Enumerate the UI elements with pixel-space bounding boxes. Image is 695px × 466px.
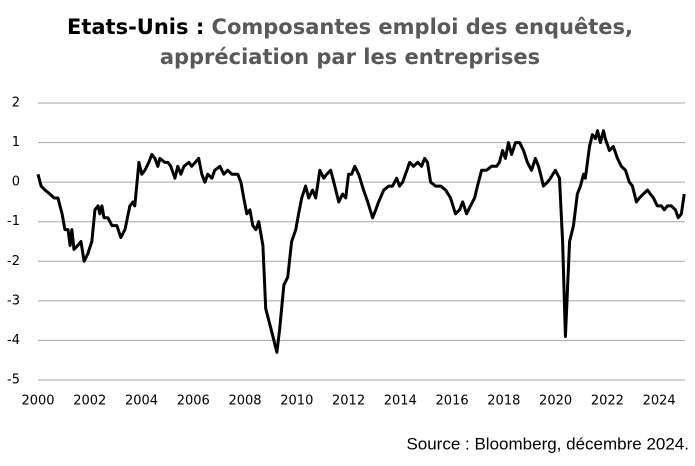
x-tick-label: 2002 — [73, 394, 106, 409]
x-tick-label: 2004 — [125, 394, 158, 409]
y-tick-label: 1 — [12, 135, 20, 150]
x-tick-label: 2022 — [591, 394, 624, 409]
x-tick-label: 2014 — [384, 394, 417, 409]
x-tick-label: 2006 — [177, 394, 210, 409]
chart-subtitle: Composantes emploi des enquêtes, — [204, 15, 633, 39]
y-tick-label: -4 — [7, 333, 20, 348]
chart-heading: Etats-Unis : Composantes emploi des enqu… — [67, 15, 633, 39]
data-line — [36, 129, 686, 354]
chart-title: Etats-Unis : — [67, 15, 204, 39]
y-tick-label: -2 — [7, 254, 20, 269]
y-tick-label: -3 — [7, 293, 20, 308]
x-tick-label: 2010 — [280, 394, 313, 409]
source: Source : Bloomberg, décembre 2024. — [406, 434, 689, 453]
x-tick-label: 2008 — [228, 394, 261, 409]
chart-subtitle-line: appréciation par les entreprises — [160, 45, 540, 69]
x-tick-label: 2016 — [436, 394, 469, 409]
x-tick-label: 2024 — [643, 394, 676, 409]
x-tick-label: 2000 — [21, 394, 54, 409]
y-tick-label: -5 — [7, 373, 20, 388]
x-tick-label: 2018 — [487, 394, 520, 409]
x-tick-label: 2012 — [332, 394, 365, 409]
y-tick-label: 0 — [12, 175, 20, 190]
y-tick-label: 2 — [12, 96, 20, 111]
y-tick-label: -1 — [7, 214, 20, 229]
x-tick-label: 2020 — [539, 394, 572, 409]
